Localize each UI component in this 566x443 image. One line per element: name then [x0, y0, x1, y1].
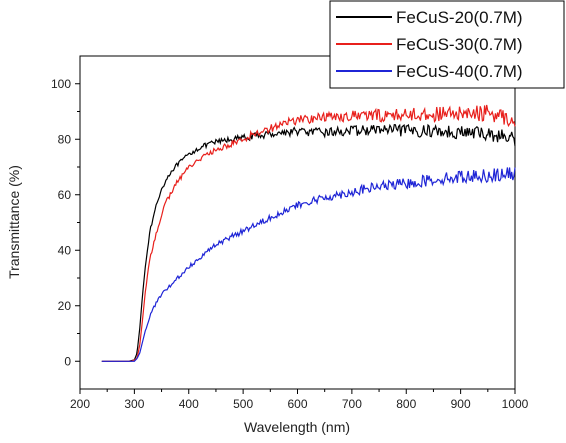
x-tick-label: 800	[396, 397, 416, 411]
legend-label: FeCuS-40(0.7M)	[396, 62, 523, 81]
axes-layer: 200 300 400 500 600 700 800 900 1000 0 20 40 60 80 100	[51, 77, 529, 411]
series-layer	[101, 104, 516, 362]
plot-frame	[79, 55, 516, 390]
y-tick-label: 40	[58, 243, 72, 257]
x-axis-title: Wavelength (nm)	[244, 419, 350, 435]
series-line	[101, 123, 516, 362]
y-tick-label: 60	[58, 188, 72, 202]
series-line	[101, 104, 516, 362]
series-line	[101, 167, 516, 362]
x-tick-label: 200	[70, 397, 90, 411]
y-axis-title: Transmittance (%)	[6, 165, 22, 279]
x-tick-label: 600	[287, 397, 307, 411]
y-tick-label: 80	[58, 132, 72, 146]
x-tick-label: 400	[179, 397, 199, 411]
legend: FeCuS-20(0.7M) FeCuS-30(0.7M) FeCuS-40(0.7…	[329, 0, 565, 89]
x-tick-label: 300	[124, 397, 144, 411]
x-tick-label: 1000	[502, 397, 529, 411]
x-tick-label: 500	[233, 397, 253, 411]
legend-label: FeCuS-30(0.7M)	[396, 35, 523, 54]
y-tick-label: 100	[51, 77, 71, 91]
legend-label: FeCuS-20(0.7M)	[396, 8, 523, 27]
x-tick-label: 900	[451, 397, 471, 411]
y-tick-label: 0	[64, 354, 71, 368]
y-tick-label: 20	[58, 299, 72, 313]
x-tick-label: 700	[342, 397, 362, 411]
